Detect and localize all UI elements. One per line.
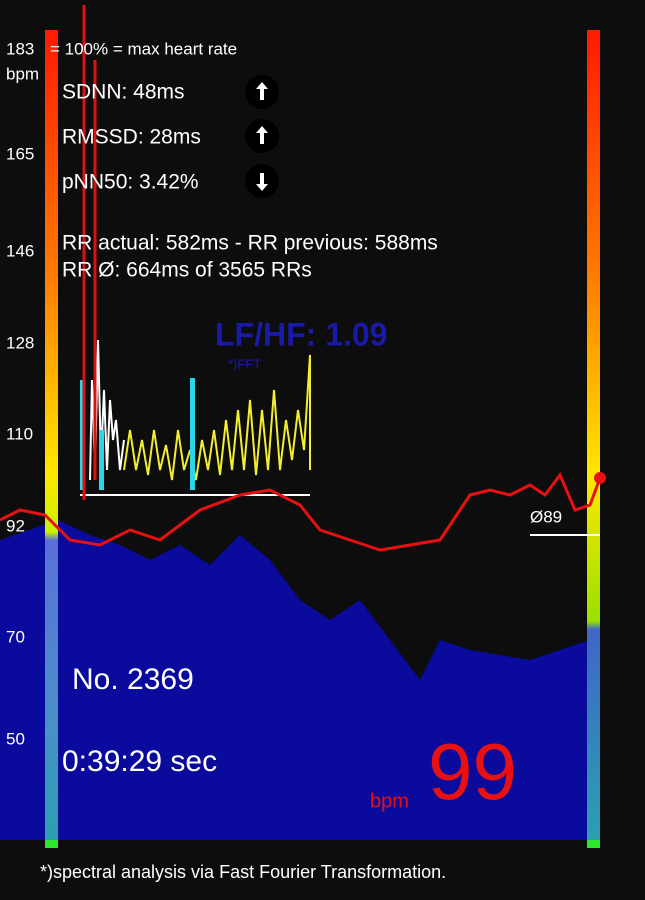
left-bar-cap <box>45 840 58 848</box>
trend-up-icon <box>245 119 279 153</box>
scale-tick: 92 <box>6 516 25 535</box>
rr-average: RR Ø: 664ms of 3565 RRs <box>62 259 312 282</box>
footer-note: *)spectral analysis via Fast Fourier Tra… <box>40 862 446 882</box>
current-bpm: 99 <box>428 727 517 816</box>
scale-tick: 70 <box>6 627 25 646</box>
spectrum-marker <box>99 430 104 490</box>
right-scale-bar <box>587 30 600 840</box>
scale-tick: 146 <box>6 241 34 260</box>
scale-tick: 50 <box>6 729 25 748</box>
current-point <box>594 472 606 484</box>
trend-down-icon <box>245 164 279 198</box>
scale-top: 183 <box>6 39 34 58</box>
rr-actual: RR actual: 582ms - RR previous: 588ms <box>62 232 438 255</box>
spectrum-marker <box>80 380 84 490</box>
spectrum-yellow <box>123 354 311 481</box>
scale-tick: 110 <box>6 424 33 443</box>
trend-up-icon <box>245 75 279 109</box>
heart-rate-line <box>0 472 602 552</box>
scale-unit: bpm <box>6 64 39 83</box>
right-bar-cap <box>587 840 600 848</box>
lf-hf-ratio: LF/HF: 1.09 <box>215 316 387 352</box>
elapsed-time: 0:39:29 sec <box>62 745 217 778</box>
rr-area <box>0 520 590 840</box>
rmssd: RMSSD: 28ms <box>62 126 201 149</box>
scale-note: = 100% = max heart rate <box>50 39 237 58</box>
scale-tick: 128 <box>6 333 34 352</box>
average-label: Ø89 <box>530 507 562 526</box>
left-scale-bar <box>45 30 58 840</box>
current-unit: bpm <box>370 790 409 812</box>
spectrum-marker <box>190 378 195 490</box>
spectrum-note: *)FFT <box>228 356 261 371</box>
sdnn: SDNN: 48ms <box>62 81 185 104</box>
pnn50: pNN50: 3.42% <box>62 171 199 194</box>
scale-tick: 165 <box>6 144 34 163</box>
counter: No. 2369 <box>72 663 194 696</box>
